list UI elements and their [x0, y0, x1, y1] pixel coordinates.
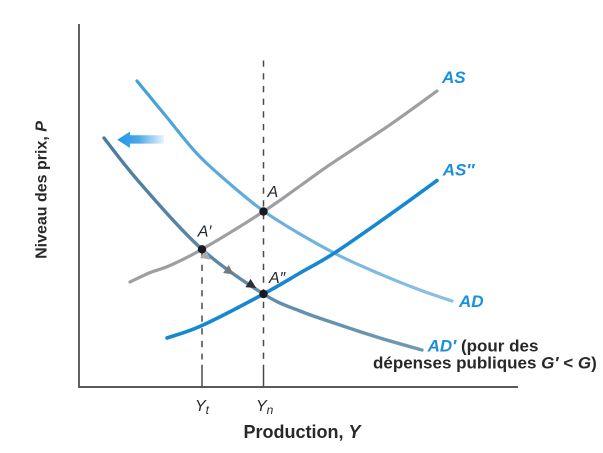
svg-text:Production, Y: Production, Y [243, 422, 362, 442]
svg-text:AD′ (pour des: AD′ (pour des [427, 337, 539, 356]
svg-text:AS: AS [441, 68, 466, 87]
svg-text:A: A [267, 184, 279, 201]
svg-text:dépenses publiques G′ < G): dépenses publiques G′ < G) [373, 354, 597, 373]
svg-text:Niveau des prix, P: Niveau des prix, P [34, 121, 51, 259]
svg-text:AS″: AS″ [442, 161, 476, 180]
svg-text:AD: AD [458, 292, 484, 311]
svg-text:A′: A′ [197, 224, 213, 241]
svg-text:A″: A″ [268, 270, 287, 287]
svg-text:Yn: Yn [256, 398, 274, 417]
svg-text:Yt: Yt [195, 398, 210, 417]
